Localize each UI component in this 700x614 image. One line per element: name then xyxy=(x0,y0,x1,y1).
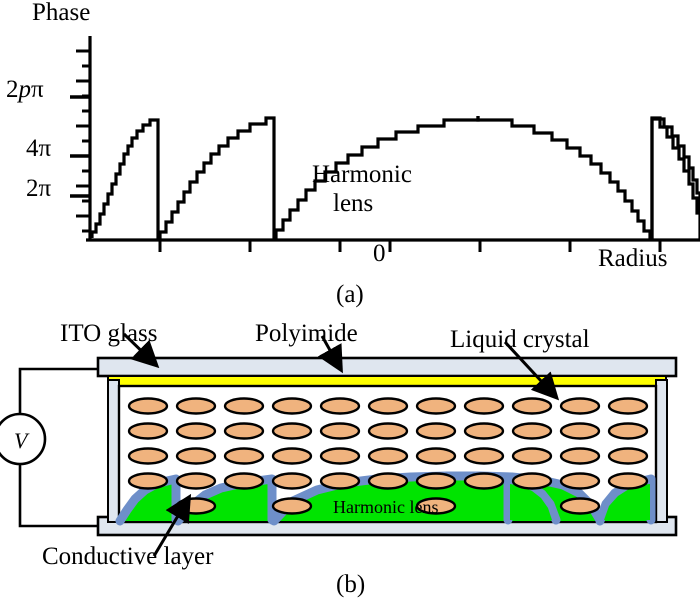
harmonic-lens-right-facet xyxy=(604,484,650,520)
y-axis-ticks xyxy=(70,49,90,233)
label-harmonic-lens: Harmonic lens xyxy=(333,497,439,517)
liquid-crystal-molecules xyxy=(127,397,649,515)
left-spacer-wall xyxy=(107,379,120,523)
liquid-crystal-arrow xyxy=(503,340,560,401)
label-polyimide: Polyimide xyxy=(255,320,358,347)
label-conductive-layer: Conductive layer xyxy=(42,543,214,570)
y-tick-label-2pi: 2π xyxy=(26,175,52,202)
x-axis-title: Radius xyxy=(598,245,668,272)
harmonic-lens-inner-facets xyxy=(510,484,552,520)
top-ito-glass-plate xyxy=(96,356,678,378)
polyimide-arrow xyxy=(317,335,343,374)
y-axis-title: Phase xyxy=(32,0,91,26)
x-axis-ticks xyxy=(158,240,662,252)
caption-a: (a) xyxy=(336,281,364,308)
panel-a-inner-label-line1: Harmonic xyxy=(312,161,412,188)
polyimide-layer xyxy=(107,375,667,387)
x-tick-label-zero: 0 xyxy=(373,240,386,267)
label-voltage-source: V xyxy=(14,428,28,453)
phase-staircase-profile xyxy=(90,116,700,240)
ito-glass-arrow xyxy=(122,332,160,369)
leader-arrows xyxy=(122,332,560,557)
caption-b: (b) xyxy=(336,571,366,598)
y-tick-label-4pi: 4π xyxy=(26,135,52,162)
label-ito-glass: ITO glass xyxy=(60,320,158,347)
conductive-layer-arrow xyxy=(152,493,192,557)
right-spacer-wall xyxy=(655,379,668,523)
panel-a-inner-label-line2: lens xyxy=(333,190,374,217)
y-tick-label-2ppi: 2pπ xyxy=(6,76,44,103)
panel-b-lc-cell-diagram xyxy=(0,332,678,557)
voltage-source-symbol xyxy=(0,412,47,466)
phase-staircase-profile-right xyxy=(650,116,700,240)
circuit-wiring xyxy=(18,367,100,528)
label-liquid-crystal: Liquid crystal xyxy=(450,326,590,353)
panel-a-phase-plot xyxy=(70,36,700,252)
